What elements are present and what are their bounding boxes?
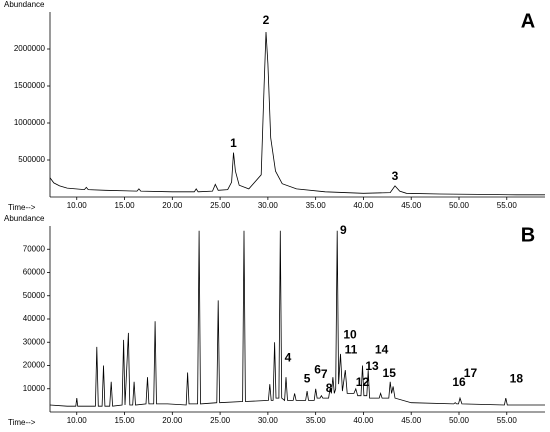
- y-tick-label: 70000: [23, 244, 46, 253]
- y-tick-label: 40000: [23, 314, 46, 323]
- x-tick-label: 45.00: [401, 416, 422, 425]
- y-tick-label: 10000: [23, 384, 46, 393]
- y-tick-label: 500000: [18, 155, 45, 164]
- x-tick-label: 20.00: [162, 416, 183, 425]
- x-tick-label: 15.00: [115, 201, 136, 210]
- peak-label: 7: [321, 367, 328, 381]
- x-tick-label: 35.00: [306, 201, 327, 210]
- x-tick-label: 50.00: [449, 201, 470, 210]
- panel-label: A: [521, 10, 535, 32]
- chromatogram-trace: [49, 31, 545, 196]
- peak-label: 3: [392, 169, 399, 183]
- x-tick-label: 55.00: [497, 416, 518, 425]
- peak-label: 5: [304, 372, 311, 386]
- x-tick-label: 35.00: [306, 416, 327, 425]
- x-tick-label: 30.00: [258, 201, 279, 210]
- x-tick-label: 25.00: [210, 201, 231, 210]
- x-tick-label: 40.00: [353, 416, 374, 425]
- x-tick-label: 40.00: [353, 201, 374, 210]
- peak-label: 10: [343, 327, 357, 341]
- chromatogram-trace: [49, 230, 545, 407]
- y-axis-label: Abundance: [4, 0, 45, 9]
- x-tick-label: 50.00: [449, 416, 470, 425]
- y-tick-label: 60000: [23, 268, 46, 277]
- x-axis-label: Time-->: [8, 418, 36, 427]
- peak-label: 13: [365, 359, 379, 373]
- peak-label: 9: [340, 223, 347, 237]
- x-tick-label: 55.00: [497, 201, 518, 210]
- x-tick-label: 45.00: [401, 201, 422, 210]
- x-axis-label: Time-->: [8, 203, 36, 212]
- y-tick-label: 1500000: [14, 81, 46, 90]
- y-tick-label: 20000: [23, 361, 46, 370]
- peak-label: 18: [510, 372, 524, 386]
- peak-label: 2: [263, 13, 270, 27]
- peak-label: 16: [452, 375, 466, 389]
- x-tick-label: 15.00: [115, 416, 136, 425]
- x-tick-label: 30.00: [258, 416, 279, 425]
- peak-label: 17: [464, 366, 478, 380]
- x-tick-label: 10.00: [67, 201, 88, 210]
- x-tick-label: 20.00: [162, 201, 183, 210]
- peak-label: 8: [326, 381, 333, 395]
- peak-label: 11: [345, 343, 358, 357]
- peak-label: 14: [375, 343, 389, 357]
- y-tick-label: 2000000: [14, 44, 46, 53]
- x-tick-label: 10.00: [67, 416, 88, 425]
- panel-label: B: [521, 224, 535, 246]
- y-tick-label: 1000000: [14, 118, 46, 127]
- peak-label: 6: [314, 362, 321, 376]
- peak-label: 12: [356, 375, 370, 389]
- y-axis-label: Abundance: [4, 214, 45, 223]
- y-tick-label: 30000: [23, 337, 46, 346]
- x-tick-label: 25.00: [210, 416, 231, 425]
- peak-label: 4: [285, 351, 292, 365]
- y-tick-label: 50000: [23, 291, 46, 300]
- peak-label: 15: [383, 366, 397, 380]
- peak-label: 1: [230, 136, 237, 150]
